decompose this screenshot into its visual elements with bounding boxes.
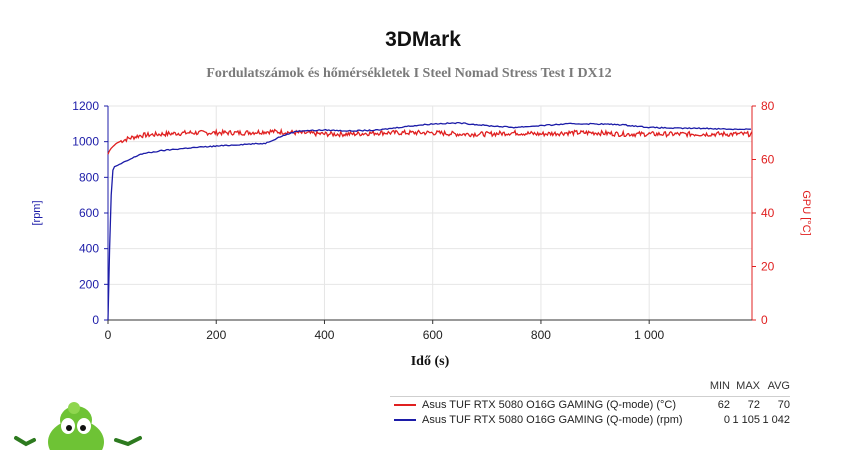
x-tick-label: 400	[314, 328, 334, 342]
legend: MIN MAX AVG Asus TUF RTX 5080 O16G GAMIN…	[390, 380, 790, 427]
left-y-tick-label: 0	[92, 313, 99, 327]
legend-label-temp: Asus TUF RTX 5080 O16G GAMING (Q-mode) (…	[422, 399, 676, 411]
legend-header-min: MIN	[709, 380, 730, 392]
legend-label-rpm: Asus TUF RTX 5080 O16G GAMING (Q-mode) (…	[422, 414, 683, 426]
x-tick-label: 800	[531, 328, 551, 342]
x-axis-label: Idő (s)	[411, 354, 450, 369]
left-y-tick-label: 1000	[72, 135, 99, 149]
legend-avg-temp: 70	[777, 399, 790, 411]
legend-swatch-temp	[394, 404, 416, 406]
left-y-tick-label: 200	[79, 277, 99, 291]
legend-header-max: MAX	[736, 380, 760, 392]
mascot-logo	[14, 402, 142, 450]
legend-max-temp: 72	[747, 399, 760, 411]
left-y-axis-label: [rpm]	[31, 200, 43, 225]
legend-max-rpm: 1 105	[732, 414, 760, 426]
legend-min-rpm: 0	[723, 414, 730, 426]
right-y-tick-label: 20	[761, 260, 775, 274]
series	[107, 121, 753, 321]
right-y-tick-label: 80	[761, 99, 775, 113]
legend-entry-rpm: Asus TUF RTX 5080 O16G GAMING (Q-mode) (…	[390, 413, 790, 427]
left-y-tick-label: 800	[79, 170, 99, 184]
legend-min-temp: 62	[717, 399, 730, 411]
x-tick-label: 600	[423, 328, 443, 342]
left-y-tick-label: 1200	[72, 99, 99, 113]
legend-swatch-rpm	[394, 419, 416, 421]
grid-lines	[107, 105, 752, 321]
right-y-axis-label: GPU [°C]	[800, 190, 812, 235]
x-tick-label: 1 000	[634, 328, 664, 342]
left-y-tick-label: 400	[79, 242, 99, 256]
legend-header-avg: AVG	[767, 380, 790, 392]
series-temp-line	[107, 127, 753, 155]
x-tick-label: 200	[206, 328, 226, 342]
chart-subtitle: Fordulatszámok és hőmérsékletek I Steel …	[206, 66, 612, 81]
right-y-tick-label: 0	[761, 313, 768, 327]
legend-avg-rpm: 1 042	[762, 414, 790, 426]
legend-header: MIN MAX AVG	[390, 380, 790, 397]
series-rpm-line	[107, 121, 751, 321]
right-y-tick-label: 60	[761, 153, 775, 167]
x-tick-label: 0	[105, 328, 112, 342]
left-y-tick-label: 600	[79, 206, 99, 220]
legend-entry-temp: Asus TUF RTX 5080 O16G GAMING (Q-mode) (…	[390, 398, 790, 412]
chart-title: 3DMark	[385, 28, 461, 51]
ticks: 0 200 400 600 800 1 0000200400600800100012000…	[72, 99, 774, 342]
right-y-tick-label: 40	[761, 206, 775, 220]
